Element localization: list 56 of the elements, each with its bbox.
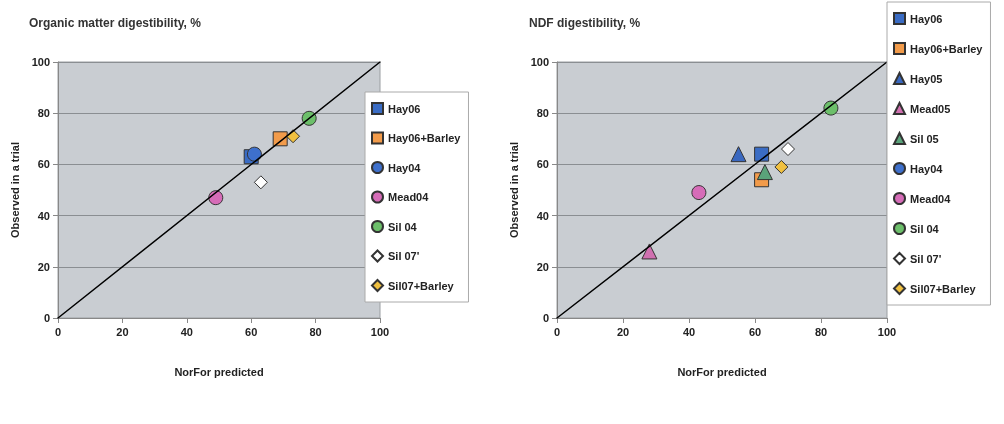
x-tick-label: 20 bbox=[116, 325, 129, 338]
legend-label: Sil07+Barley bbox=[388, 279, 455, 292]
point bbox=[756, 164, 773, 181]
legend-label: Hay06 bbox=[388, 102, 421, 115]
x-tick-label: 80 bbox=[814, 325, 828, 338]
point bbox=[641, 243, 658, 260]
x-tick-label: 0 bbox=[553, 325, 561, 338]
legend-label: Sil 04 bbox=[388, 220, 418, 233]
y-axis-title: Observed in a trial bbox=[507, 142, 520, 238]
legend-label: Sil 05 bbox=[910, 132, 939, 145]
y-tick-label: 100 bbox=[530, 56, 549, 68]
point bbox=[781, 142, 795, 157]
x-tick-label: 100 bbox=[370, 325, 390, 338]
legend-label: Hay06+Barley bbox=[388, 132, 462, 144]
y-tick-label: 80 bbox=[536, 107, 549, 120]
point bbox=[774, 159, 789, 174]
legend-label: Hay06 bbox=[910, 12, 943, 25]
y-tick-label: 60 bbox=[37, 158, 50, 171]
x-axis-title: NorFor predicted bbox=[174, 365, 264, 378]
x-tick-label: 40 bbox=[180, 325, 193, 338]
legend-label: Mead05 bbox=[910, 102, 951, 115]
x-tick-label: 20 bbox=[616, 325, 630, 338]
point bbox=[730, 146, 747, 163]
x-tick-label: 0 bbox=[54, 325, 62, 338]
legend-label: Mead04 bbox=[910, 192, 952, 205]
x-tick-label: 60 bbox=[245, 325, 258, 338]
legend-label: Hay05 bbox=[910, 72, 943, 85]
y-tick-label: 20 bbox=[37, 260, 50, 273]
y-tick-label: 0 bbox=[43, 312, 50, 324]
y-tick-label: 40 bbox=[536, 209, 549, 222]
point bbox=[754, 146, 770, 162]
legend-label: Mead04 bbox=[388, 191, 430, 203]
x-axis-title: NorFor predicted bbox=[677, 365, 767, 378]
legend-label: Hay04 bbox=[388, 161, 422, 174]
legend-label: Sil 07' bbox=[910, 252, 942, 265]
legend-label: Hay06+Barley bbox=[910, 42, 984, 55]
y-tick-label: 20 bbox=[536, 260, 549, 273]
y-tick-label: 0 bbox=[542, 312, 549, 324]
point bbox=[691, 185, 707, 201]
x-tick-label: 100 bbox=[877, 325, 897, 338]
x-tick-label: 80 bbox=[309, 325, 322, 338]
chart-title: NDF digestibility, % bbox=[529, 16, 641, 30]
legend-label: Sil 07' bbox=[388, 250, 420, 262]
point bbox=[286, 129, 301, 144]
y-tick-label: 80 bbox=[37, 107, 50, 120]
legend-label: Hay04 bbox=[910, 162, 944, 175]
y-tick-label: 40 bbox=[37, 209, 50, 222]
chart-title: Organic matter digestibility, % bbox=[29, 16, 202, 30]
legend-label: Sil07+Barley bbox=[910, 282, 977, 295]
y-tick-label: 60 bbox=[536, 158, 549, 171]
x-tick-label: 40 bbox=[682, 325, 696, 338]
point bbox=[253, 175, 268, 190]
legend-label: Sil 04 bbox=[910, 222, 940, 235]
y-tick-label: 100 bbox=[31, 56, 50, 68]
y-axis-title: Observed in a trial bbox=[8, 142, 21, 238]
x-tick-label: 60 bbox=[748, 325, 762, 338]
